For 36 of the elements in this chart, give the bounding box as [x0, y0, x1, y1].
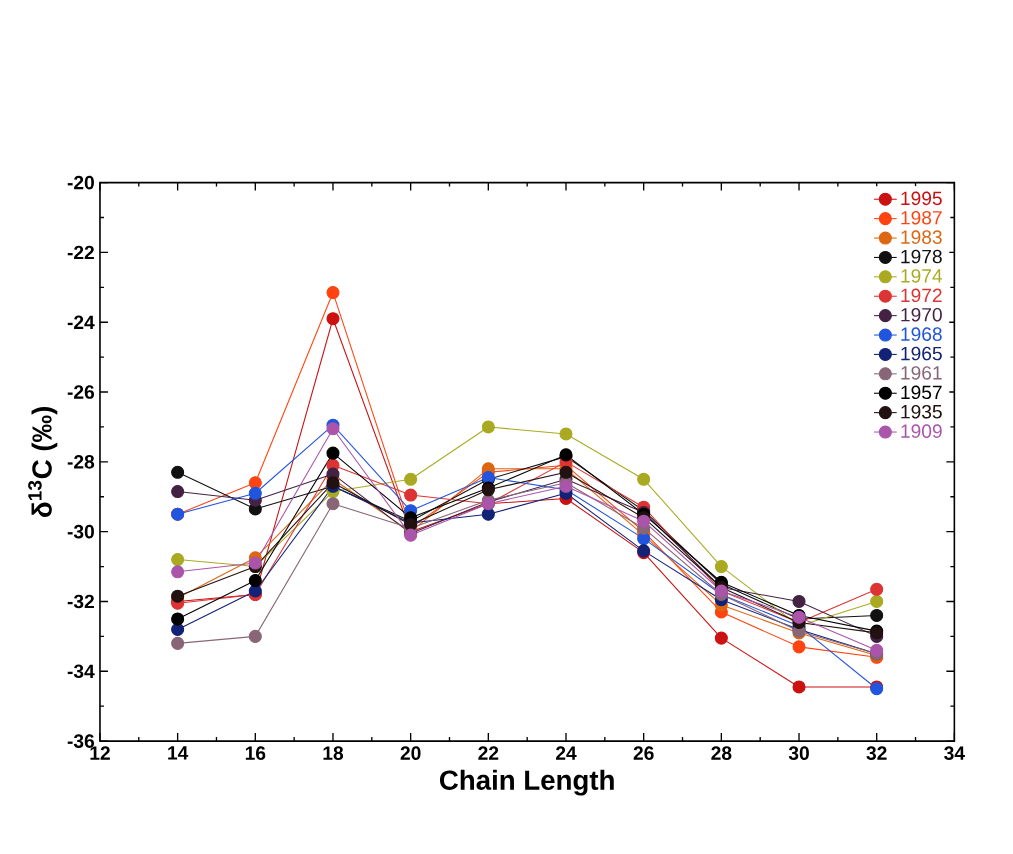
y-tick-label: -22 [67, 245, 94, 259]
legend-label: 1965 [901, 346, 942, 361]
x-tick-label: 32 [866, 746, 887, 760]
y-tick-label: -34 [67, 664, 95, 678]
legend-label: 1974 [901, 268, 943, 283]
x-tick-label: 16 [245, 746, 266, 760]
y-tick-label: -28 [67, 454, 95, 469]
x-tick-label: 34 [944, 746, 965, 760]
x-tick-label: 28 [711, 746, 732, 760]
legend-label: 1978 [901, 249, 942, 264]
y-tick-label: -24 [67, 315, 95, 329]
x-axis-title: Chain Length [439, 769, 614, 796]
x-tick-label: 22 [478, 746, 499, 760]
y-tick-label: -30 [67, 524, 94, 539]
legend-label: 1995 [901, 191, 942, 205]
x-tick-label: 24 [556, 746, 577, 760]
x-tick-label: 26 [633, 746, 654, 760]
y-tick-label: -32 [67, 594, 94, 609]
x-tick-label: 14 [168, 746, 189, 760]
legend-label: 1968 [901, 327, 942, 341]
y-tick-label: -26 [67, 385, 95, 399]
y-tick-label: -20 [67, 175, 94, 190]
x-tick-label: 12 [90, 746, 110, 760]
legend-label: 1957 [901, 385, 942, 399]
legend-label: 1987 [901, 210, 942, 225]
legend-label: 1983 [901, 230, 942, 244]
legend-label: 1972 [901, 288, 942, 302]
legend-label: 1961 [901, 365, 942, 380]
y-tick-label: -36 [67, 734, 95, 748]
x-tick-label: 20 [400, 746, 421, 760]
legend-label: 1909 [901, 424, 942, 438]
legend-label: 1970 [901, 307, 942, 322]
x-tick-label: 30 [788, 746, 809, 760]
y-axis-title: δ$^{13}$C (‰) [28, 406, 58, 517]
x-tick-label: 18 [323, 746, 344, 760]
legend-label: 1935 [901, 404, 942, 419]
